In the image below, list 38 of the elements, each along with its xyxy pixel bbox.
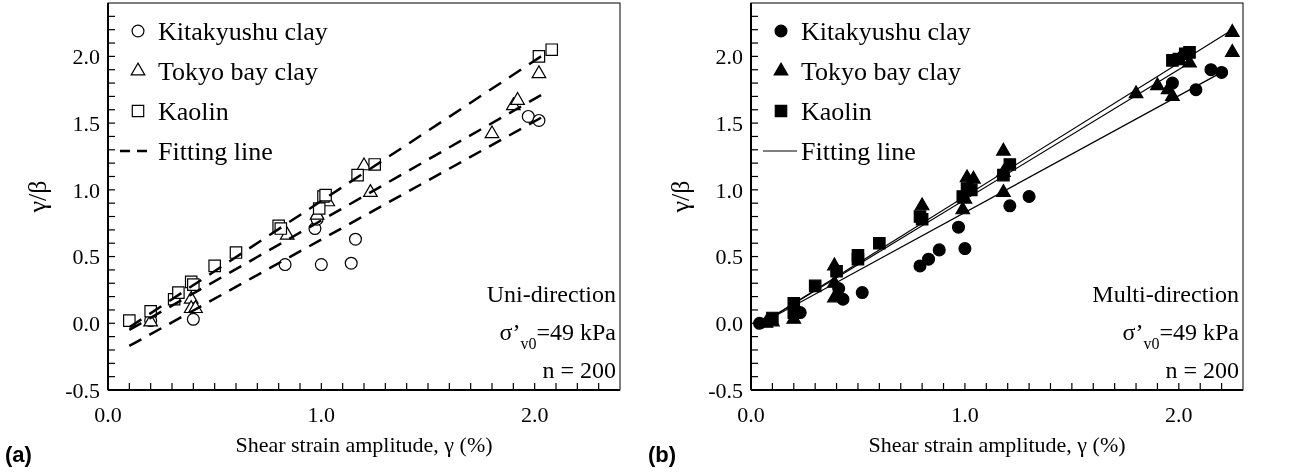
y-tick-label: 2.0: [72, 44, 100, 70]
y-axis-title: γ/β: [666, 180, 695, 214]
text: (a): [5, 442, 32, 467]
y-tick-label: 0.5: [72, 244, 100, 270]
y-tick-label: 1.5: [715, 110, 743, 136]
x-tick-label: 1.0: [951, 402, 979, 427]
legend-label: Fitting line: [801, 137, 916, 167]
y-tick-label: -0.5: [65, 377, 100, 403]
y-tick-label: 0.0: [72, 310, 100, 336]
y-tick-label: -0.5: [708, 377, 743, 403]
annotation: σ’$_{v0}$=49 kPa: [1122, 319, 1240, 352]
legend-label: Tokyo bay clay: [158, 57, 318, 87]
legend-label: Kaolin: [158, 97, 229, 127]
legend-label: Kaolin: [801, 97, 872, 127]
x-axis-title: Shear strain amplitude, γ (%): [868, 432, 1126, 457]
annotation: Uni-direction: [486, 281, 616, 307]
legend-label: Kitakyushu clay: [158, 17, 328, 47]
annotation: n = 200: [542, 357, 616, 383]
legend-label: Kitakyushu clay: [801, 17, 971, 47]
annotation: σ’$_{v0}$=49 kPa: [499, 319, 617, 352]
x-axis-title: Shear strain amplitude, γ (%): [235, 432, 493, 457]
x-tick-label: 0.0: [94, 402, 122, 427]
y-tick-label: 1.5: [72, 110, 100, 136]
x-tick-label: 2.0: [520, 402, 549, 427]
annotation: n = 200: [1165, 357, 1239, 383]
x-tick-label: 1.0: [307, 402, 336, 427]
y-tick-label: 1.0: [72, 177, 100, 203]
x-tick-label: 2.0: [1165, 402, 1193, 427]
y-tick-label: 0.5: [715, 244, 743, 270]
annotation: Multi-direction: [1092, 281, 1239, 307]
text: (b): [648, 442, 677, 467]
y-axis-title: γ/β: [23, 180, 52, 214]
x-tick-label: 0.0: [737, 402, 765, 427]
y-tick-label: 1.0: [715, 177, 743, 203]
y-tick-label: 2.0: [715, 44, 743, 70]
legend-label: Fitting line: [158, 137, 273, 167]
legend-label: Tokyo bay clay: [801, 57, 961, 87]
y-tick-label: 0.0: [715, 310, 743, 336]
